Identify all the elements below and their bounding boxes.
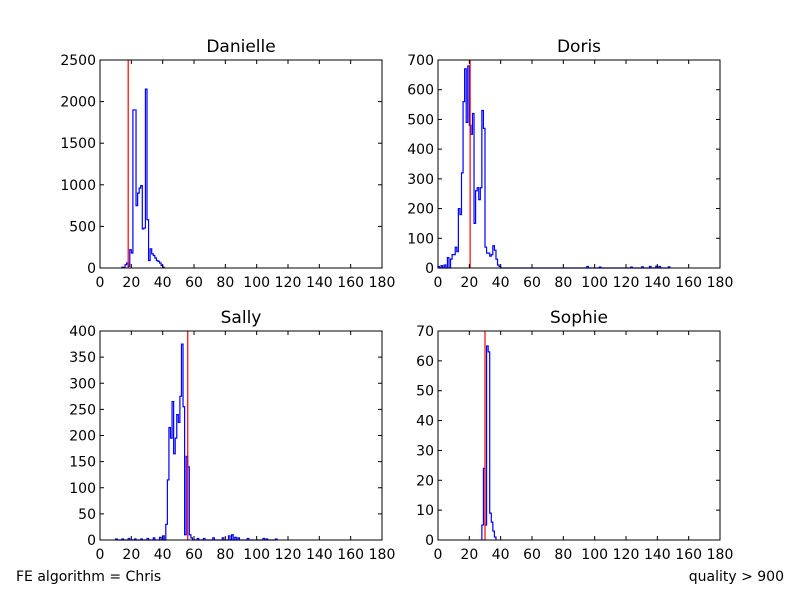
x-tick-label-sophie: 20 — [460, 547, 478, 563]
x-tick-label-sally: 120 — [275, 547, 302, 563]
histogram-series-doris — [437, 65, 671, 269]
x-tick-label-sally: 60 — [185, 547, 203, 563]
y-tick-label-sally: 150 — [69, 455, 96, 471]
x-tick-label-sophie: 160 — [675, 547, 702, 563]
y-tick-label-sophie: 50 — [416, 384, 434, 400]
x-tick-label-danielle: 100 — [243, 275, 270, 291]
panel-title-sophie: Sophie — [550, 308, 608, 328]
y-tick-label-sally: 350 — [69, 350, 96, 366]
x-tick-label-sally: 140 — [306, 547, 333, 563]
y-tick-label-danielle: 1500 — [60, 136, 96, 152]
y-tick-label-sophie: 10 — [416, 503, 434, 519]
y-tick-label-doris: 700 — [407, 53, 434, 69]
x-tick-label-sophie: 100 — [581, 547, 608, 563]
x-tick-label-sally: 20 — [122, 547, 140, 563]
x-tick-label-doris: 80 — [554, 275, 572, 291]
panel-title-danielle: Danielle — [206, 37, 275, 57]
y-tick-label-sophie: 40 — [416, 414, 434, 430]
x-tick-label-doris: 20 — [460, 275, 478, 291]
y-tick-label-danielle: 500 — [69, 219, 96, 235]
x-tick-label-sally: 180 — [369, 547, 396, 563]
panel-sophie: 0 20 40 60 80 100 120 140 160 180 0 10 20 30 40 50 60 70 S… — [416, 308, 733, 563]
axes-frame-sophie — [437, 330, 721, 541]
histogram-series-sophie — [481, 345, 497, 540]
y-tick-label-doris: 0 — [425, 261, 434, 277]
y-tick-label-danielle: 1000 — [60, 178, 96, 194]
axes-frame-danielle — [99, 59, 383, 269]
quality-label: quality > 900 — [688, 569, 784, 585]
x-tick-label-sophie: 0 — [434, 547, 443, 563]
x-tick-label-danielle: 80 — [216, 275, 234, 291]
x-tick-label-danielle: 120 — [275, 275, 302, 291]
x-tick-label-danielle: 0 — [96, 275, 105, 291]
y-tick-label-doris: 400 — [407, 142, 434, 158]
x-tick-label-danielle: 40 — [154, 275, 172, 291]
axes-frame-doris — [437, 59, 721, 269]
x-tick-label-sophie: 120 — [613, 547, 640, 563]
x-tick-label-doris: 140 — [644, 275, 671, 291]
y-tick-label-sally: 100 — [69, 481, 96, 497]
x-tick-label-sally: 40 — [154, 547, 172, 563]
y-tick-label-sally: 400 — [69, 324, 96, 340]
y-tick-label-sally: 200 — [69, 429, 96, 445]
y-tick-label-danielle: 2500 — [60, 53, 96, 69]
axes-frame-sally — [99, 330, 383, 541]
histogram-series-sally — [115, 343, 278, 541]
y-tick-label-sally: 250 — [69, 402, 96, 418]
x-tick-label-doris: 120 — [613, 275, 640, 291]
y-tick-label-doris: 500 — [407, 112, 434, 128]
y-tick-label-sophie: 20 — [416, 473, 434, 489]
x-tick-label-danielle: 20 — [122, 275, 140, 291]
y-tick-label-sophie: 30 — [416, 443, 434, 459]
y-tick-label-sally: 50 — [78, 507, 96, 523]
x-tick-label-doris: 180 — [707, 275, 734, 291]
x-tick-label-doris: 160 — [675, 275, 702, 291]
x-tick-label-sophie: 40 — [492, 547, 510, 563]
y-tick-label-doris: 300 — [407, 172, 434, 188]
y-tick-label-danielle: 2000 — [60, 95, 96, 111]
y-tick-label-sophie: 60 — [416, 354, 434, 370]
x-tick-label-doris: 100 — [581, 275, 608, 291]
x-tick-label-sophie: 80 — [554, 547, 572, 563]
x-tick-label-danielle: 160 — [337, 275, 364, 291]
x-tick-label-sally: 80 — [216, 547, 234, 563]
x-tick-label-sophie: 180 — [707, 547, 734, 563]
y-tick-label-sophie: 70 — [416, 324, 434, 340]
y-tick-label-doris: 100 — [407, 231, 434, 247]
panel-doris: 0 20 40 60 80 100 120 140 160 180 0 100 200 300 400 500… — [407, 37, 733, 291]
panel-title-doris: Doris — [557, 37, 601, 57]
x-tick-label-sally: 0 — [96, 547, 105, 563]
x-tick-label-danielle: 180 — [369, 275, 396, 291]
y-tick-label-doris: 600 — [407, 83, 434, 99]
x-tick-label-danielle: 140 — [306, 275, 333, 291]
x-tick-label-danielle: 60 — [185, 275, 203, 291]
x-tick-label-doris: 0 — [434, 275, 443, 291]
panel-title-sally: Sally — [221, 308, 262, 328]
x-tick-label-doris: 40 — [492, 275, 510, 291]
y-tick-label-sophie: 0 — [425, 533, 434, 549]
y-tick-label-doris: 200 — [407, 202, 434, 218]
y-tick-label-sally: 0 — [87, 533, 96, 549]
y-tick-label-sally: 300 — [69, 376, 96, 392]
x-tick-label-sophie: 140 — [644, 547, 671, 563]
x-tick-label-sally: 160 — [337, 547, 364, 563]
panel-sally: 0 20 40 60 80 100 120 140 160 180 0 50 100 150 200 250 3… — [69, 308, 395, 563]
x-tick-label-doris: 60 — [523, 275, 541, 291]
y-tick-label-danielle: 0 — [87, 261, 96, 277]
panel-danielle: 0 20 40 60 80 100 120 140 160 180 0 500 1000 1500 2000… — [60, 37, 395, 291]
x-tick-label-sally: 100 — [243, 547, 270, 563]
algorithm-label: FE algorithm = Chris — [16, 569, 162, 585]
x-tick-label-sophie: 60 — [523, 547, 541, 563]
